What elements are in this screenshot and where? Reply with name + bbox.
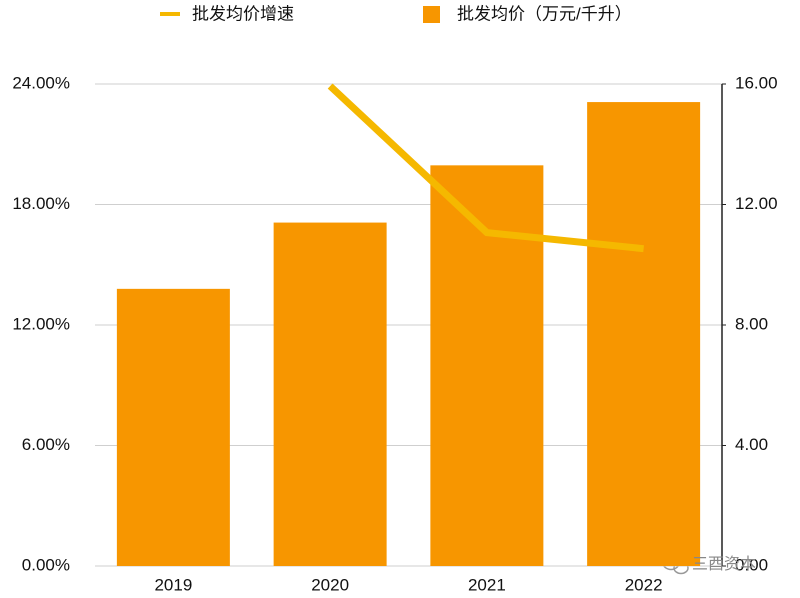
bar <box>273 222 387 566</box>
legend-label: 批发均价（万元/千升） <box>457 4 632 23</box>
x-tick-label: 2020 <box>311 575 349 594</box>
y2-tick-label: 4.00 <box>735 435 768 454</box>
y2-tick-label: 16.00 <box>735 73 778 92</box>
y-tick-label: 6.00% <box>22 435 70 454</box>
bar <box>116 288 230 566</box>
y-tick-label: 18.00% <box>12 194 70 213</box>
line <box>327 83 644 253</box>
y2-tick-label: 12.00 <box>735 194 778 213</box>
bar <box>587 102 701 566</box>
y-tick-label: 24.00% <box>12 73 70 92</box>
x-tick-label: 2019 <box>154 575 192 594</box>
y2-tick-label: 0.00 <box>735 555 768 574</box>
x-tick-label: 2022 <box>625 575 663 594</box>
y-tick-label: 12.00% <box>12 314 70 333</box>
legend-marker <box>423 6 440 23</box>
watermark: 三酉资本 <box>692 555 756 573</box>
y-tick-label: 0.00% <box>22 555 70 574</box>
x-tick-label: 2021 <box>468 575 506 594</box>
y2-tick-label: 8.00 <box>735 314 768 333</box>
bar <box>430 165 544 566</box>
legend-label: 批发均价增速 <box>192 4 294 23</box>
